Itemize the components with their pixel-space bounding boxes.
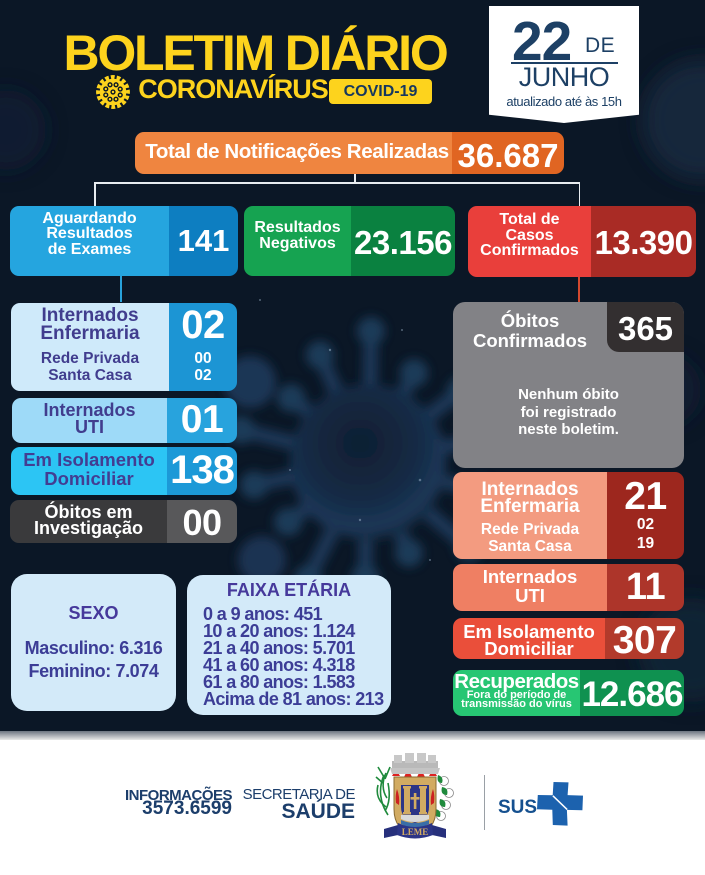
svg-text:LEME: LEME [402,827,429,837]
